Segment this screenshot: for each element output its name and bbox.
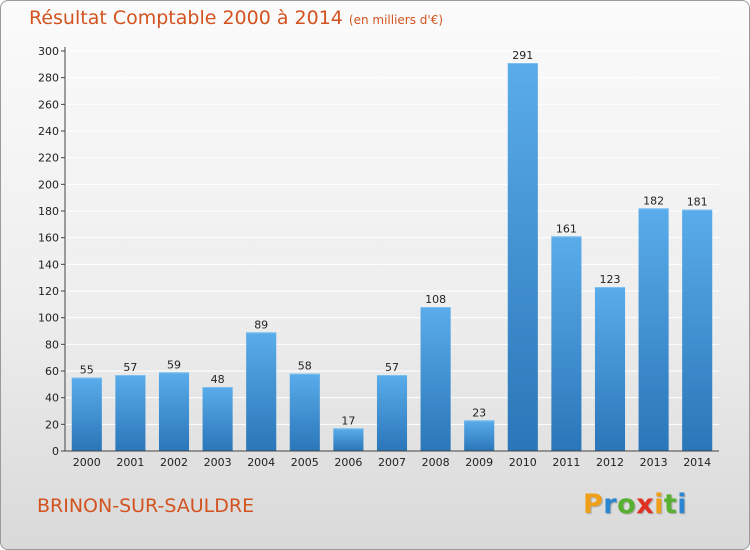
logo-letter: o — [617, 489, 637, 520]
x-tick-label: 2014 — [683, 456, 711, 469]
y-tick-label: 80 — [45, 338, 59, 351]
bar-value-label: 182 — [643, 194, 664, 207]
y-tick-label: 280 — [38, 72, 59, 85]
bar-value-label: 161 — [556, 222, 577, 235]
bar-value-label: 57 — [385, 361, 399, 374]
y-tick-label: 140 — [38, 258, 59, 271]
bar-value-label: 57 — [123, 361, 137, 374]
bar — [682, 209, 713, 451]
bar — [158, 372, 190, 451]
x-tick-label: 2008 — [422, 456, 450, 469]
bar — [115, 375, 146, 451]
bar — [594, 287, 626, 451]
y-tick-label: 220 — [38, 152, 59, 165]
y-tick-label: 160 — [38, 232, 59, 245]
x-tick-label: 2013 — [640, 456, 668, 469]
x-tick-label: 2006 — [334, 456, 362, 469]
value-labels: 55 57 59 48 89 58 17 57 108 23 291 161 123 182 181 — [80, 49, 708, 427]
bar — [333, 428, 364, 451]
chart-title: Résultat Comptable 2000 à 2014 (en millie… — [29, 7, 443, 29]
x-tick-label: 2009 — [465, 456, 493, 469]
bar — [551, 236, 582, 451]
bar-value-label: 58 — [298, 360, 312, 373]
proxiti-logo: Proxiti — [583, 489, 687, 520]
y-tick-label: 100 — [38, 312, 59, 325]
bars — [71, 63, 713, 451]
x-tick-label: 2001 — [116, 456, 144, 469]
bar-value-label: 291 — [512, 49, 533, 62]
bar-value-label: 89 — [254, 318, 268, 331]
bar-value-label: 181 — [687, 196, 708, 209]
logo-letter: x — [636, 489, 655, 520]
y-tick-label: 240 — [38, 125, 59, 138]
logo-letter: r — [603, 489, 618, 520]
axes: 0 20 40 60 80 100 120 140 160 180 200 220 240 260 280 3… — [38, 45, 719, 469]
bar — [71, 377, 102, 451]
bar-value-label: 123 — [600, 273, 621, 286]
bar — [246, 332, 277, 451]
y-tick-label: 260 — [38, 98, 59, 111]
bar — [289, 373, 320, 451]
bar-value-label: 48 — [211, 373, 225, 386]
y-tick-label: 120 — [38, 285, 59, 298]
bar — [420, 307, 451, 451]
chart-subtitle: (en milliers d'€) — [348, 13, 444, 27]
x-tick-label: 2003 — [204, 456, 232, 469]
y-tick-label: 180 — [38, 205, 59, 218]
bar-value-label: 23 — [472, 406, 486, 419]
x-tick-label: 2000 — [73, 456, 101, 469]
bar — [638, 208, 669, 451]
y-tick-label: 300 — [38, 45, 59, 58]
bar-value-label: 17 — [341, 414, 355, 427]
bar — [464, 420, 495, 451]
bar — [202, 387, 233, 451]
logo-letter: i — [677, 489, 688, 520]
x-tick-label: 2005 — [291, 456, 319, 469]
y-tick-label: 60 — [45, 365, 59, 378]
x-tick-label: 2011 — [552, 456, 580, 469]
x-tick-label: 2004 — [247, 456, 275, 469]
logo-letter: P — [583, 489, 604, 520]
city-name: BRINON-SUR-SAULDRE — [37, 495, 255, 517]
logo-letter: i — [654, 489, 664, 520]
chart-title-text: Résultat Comptable 2000 à 2014 — [29, 7, 343, 29]
x-tick-label: 2007 — [378, 456, 406, 469]
y-tick-label: 20 — [45, 418, 59, 431]
x-tick-label: 2002 — [160, 456, 188, 469]
bar-value-label: 108 — [425, 293, 446, 306]
y-tick-label: 200 — [38, 178, 59, 191]
logo-letter: t — [663, 489, 678, 520]
y-tick-label: 0 — [52, 445, 59, 458]
bar-value-label: 55 — [80, 364, 94, 377]
bar — [376, 375, 408, 451]
x-tick-label: 2010 — [509, 456, 537, 469]
x-tick-label: 2012 — [596, 456, 624, 469]
y-tick-label: 40 — [45, 392, 59, 405]
bar — [507, 63, 538, 451]
bar-value-label: 59 — [167, 358, 181, 371]
